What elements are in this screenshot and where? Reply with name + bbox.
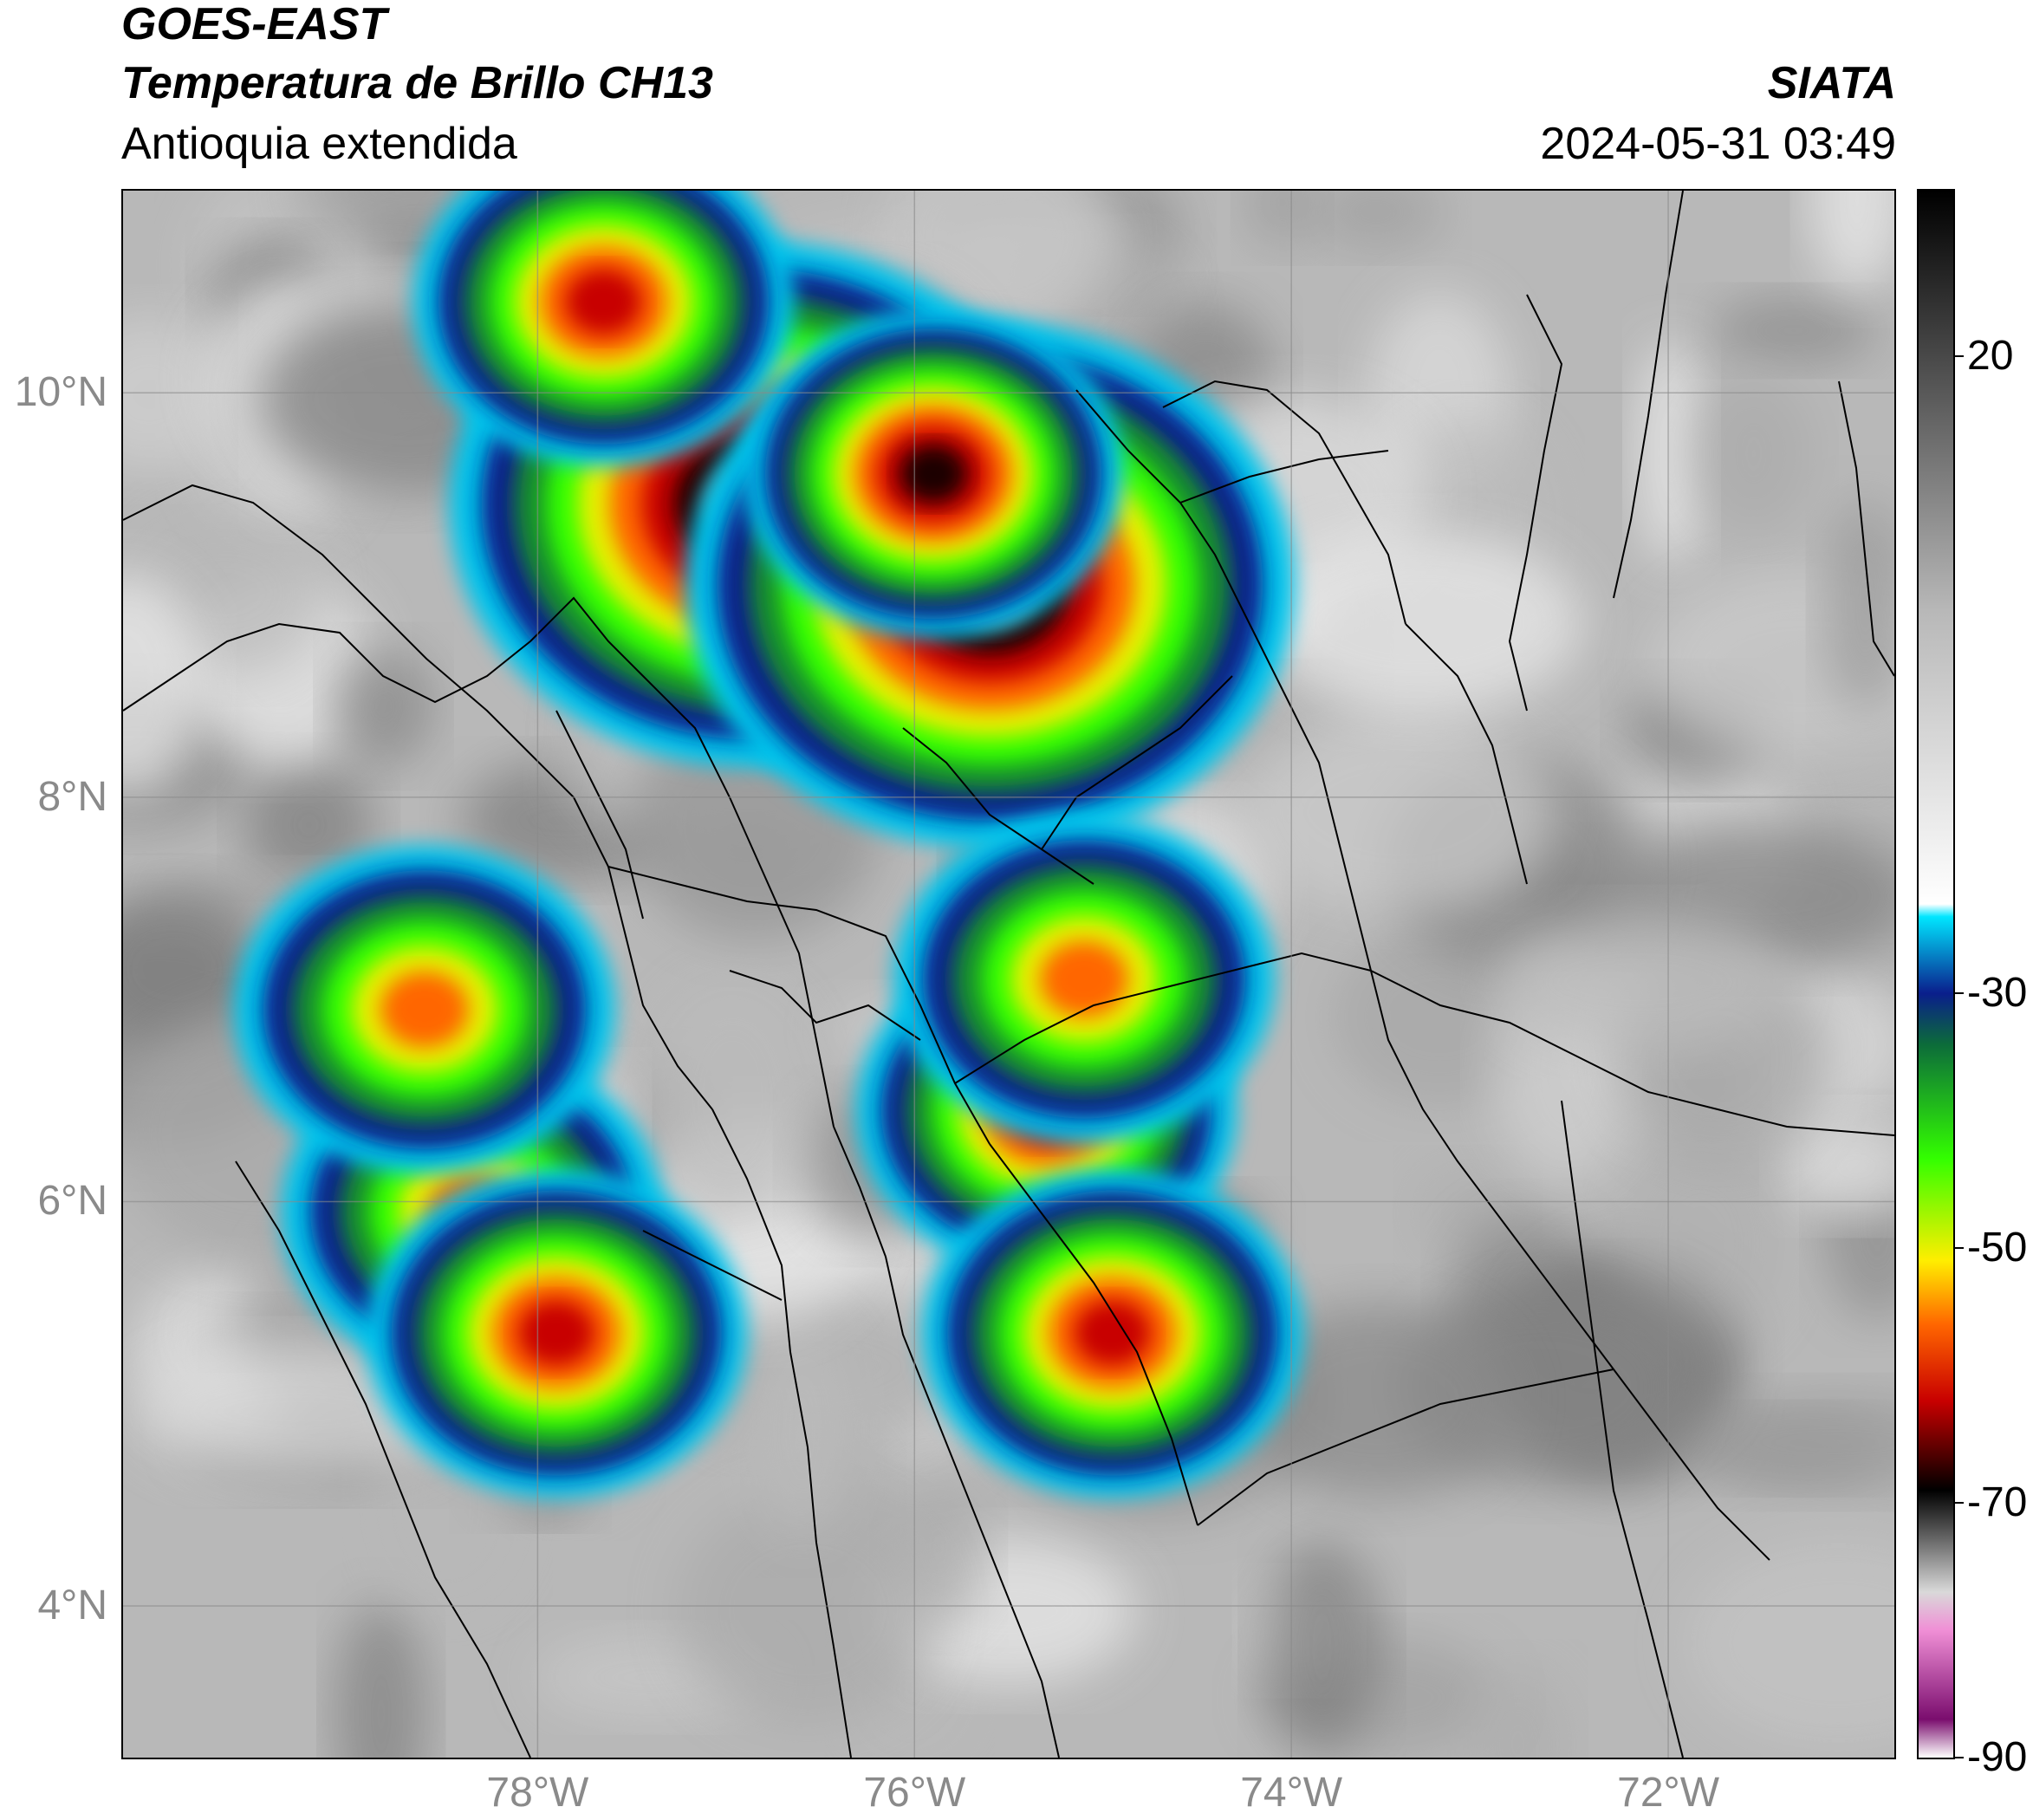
storm-cell bbox=[233, 844, 615, 1174]
cloud-texture bbox=[1307, 191, 1445, 250]
lat-tick-label: 10°N bbox=[14, 369, 107, 416]
cloud-texture bbox=[1244, 191, 1320, 248]
colorbar-tick bbox=[1955, 1247, 1964, 1250]
colorbar-tick-label: -90 bbox=[1967, 1734, 2028, 1780]
storm-cell bbox=[366, 1168, 748, 1498]
cloud-texture bbox=[1684, 1539, 1894, 1747]
storm-contour bbox=[380, 971, 469, 1048]
storm-cell bbox=[743, 309, 1125, 639]
cloud-texture bbox=[744, 1321, 861, 1539]
cloud-texture bbox=[1244, 710, 1556, 914]
colorbar-tick-label: 20 bbox=[1967, 333, 2014, 380]
lon-tick-label: 72°W bbox=[1617, 1770, 1720, 1816]
cloud-texture bbox=[650, 983, 815, 1215]
colorbar-tick bbox=[1955, 992, 1964, 995]
storm-contour bbox=[900, 445, 967, 504]
cloud-texture bbox=[123, 886, 271, 1053]
cloud-texture bbox=[335, 1602, 427, 1758]
cloud-texture bbox=[1710, 296, 1878, 366]
map-canvas bbox=[123, 191, 1894, 1758]
cloud-texture bbox=[1494, 912, 1786, 1052]
cloud-texture bbox=[1241, 1302, 1516, 1498]
lon-tick-label: 78°W bbox=[486, 1770, 589, 1816]
lon-tick-label: 74°W bbox=[1240, 1770, 1343, 1816]
cloud-texture bbox=[1636, 339, 1707, 567]
cloud-texture bbox=[333, 646, 434, 767]
country-borders bbox=[123, 191, 1894, 1758]
storm-cell bbox=[921, 1168, 1303, 1498]
storm-cell bbox=[893, 814, 1275, 1144]
cloud-texture bbox=[123, 573, 205, 798]
storm-cells bbox=[233, 191, 1303, 1498]
storm-cell bbox=[412, 191, 795, 467]
cloud-texture bbox=[1262, 1542, 1383, 1752]
lat-tick-label: 6°N bbox=[37, 1178, 107, 1225]
colorbar-tick bbox=[1955, 355, 1964, 358]
region-subtitle: Antioquia extendida bbox=[121, 119, 517, 169]
lat-tick-label: 4°N bbox=[37, 1583, 107, 1629]
colorbar-tick-label: -50 bbox=[1967, 1225, 2028, 1271]
storm-contour bbox=[1074, 1300, 1151, 1367]
storm-contour bbox=[518, 1300, 595, 1367]
cloud-texture bbox=[123, 315, 229, 473]
colorbar-tick-label: -70 bbox=[1967, 1479, 2028, 1526]
cloud-texture bbox=[1467, 1668, 1569, 1758]
lon-tick-label: 76°W bbox=[863, 1770, 966, 1816]
cloud-texture bbox=[1255, 530, 1583, 715]
colorbar-tick bbox=[1955, 1502, 1964, 1505]
cloud-texture bbox=[1693, 374, 1815, 533]
lat-tick-label: 8°N bbox=[37, 773, 107, 820]
colorbar-tick bbox=[1955, 1757, 1964, 1758]
cloud-texture bbox=[1809, 191, 1894, 291]
product-title: Temperatura de Brillo CH13 bbox=[121, 58, 713, 108]
cloud-texture bbox=[243, 758, 375, 892]
organization-label: SIATA bbox=[1767, 58, 1896, 108]
timestamp-label: 2024-05-31 03:49 bbox=[1540, 119, 1896, 169]
cloud-texture bbox=[1822, 497, 1894, 713]
satellite-map bbox=[121, 189, 1896, 1759]
cloud-texture bbox=[1787, 1115, 1894, 1218]
satellite-title: GOES-EAST bbox=[121, 0, 387, 49]
storm-contour bbox=[1040, 940, 1128, 1017]
cloud-texture bbox=[1670, 1392, 1894, 1492]
cloud-texture bbox=[676, 1493, 939, 1727]
colorbar-tick-label: -30 bbox=[1967, 970, 2028, 1017]
storm-contour bbox=[565, 269, 642, 335]
colorbar bbox=[1917, 189, 1955, 1759]
map-gridlines bbox=[123, 191, 1894, 1758]
